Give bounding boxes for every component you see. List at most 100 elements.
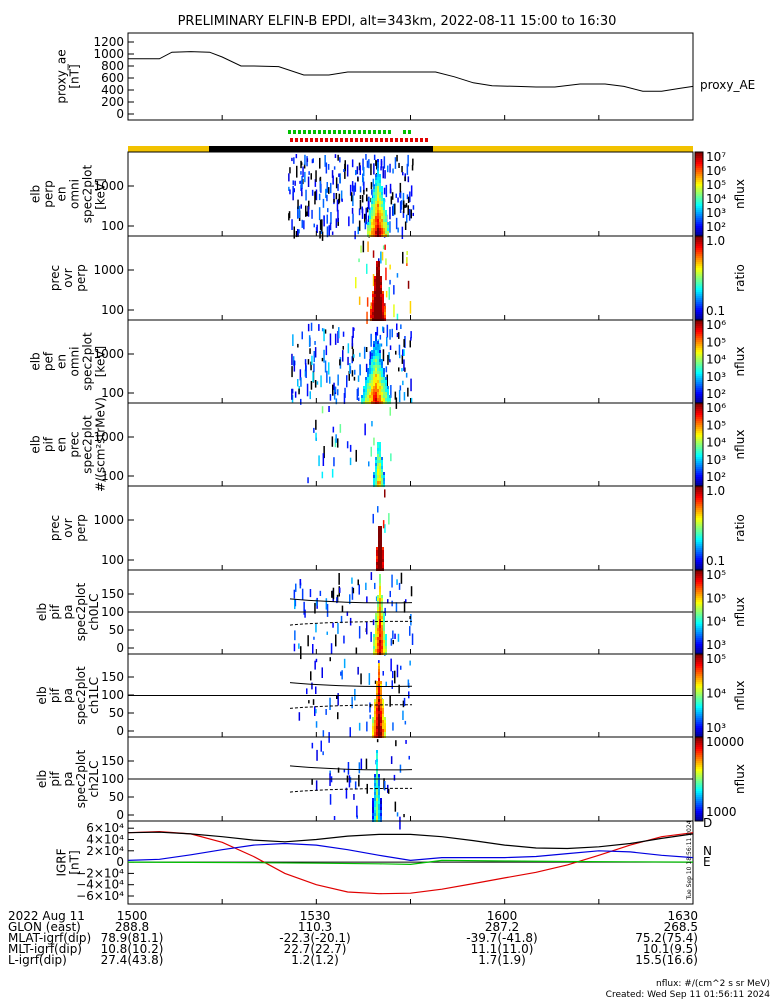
spectrogram-pixel [376,789,378,792]
spectrogram-pixel [298,712,301,721]
spectrogram-pixel [383,207,385,210]
spectrogram-pixel [376,300,378,303]
spectrogram-pixel [311,189,314,196]
spectrogram-pixel [354,688,356,701]
spectrogram-pixel [370,572,373,580]
y-axis-label: elb [35,770,49,788]
colorbar-cell [695,445,703,447]
colorbar-cell [695,604,703,606]
spectrogram-pixel [344,387,346,398]
spectrogram-pixel [376,285,378,288]
colorbar-cell [695,755,703,757]
spectrogram-pixel [380,702,382,705]
spectrogram-pixel [289,167,291,174]
spectrogram-pixel [312,644,314,654]
spectrogram-pixel [380,565,382,568]
spectrogram-pixel [377,198,379,201]
spectrogram-pixel [384,306,386,309]
spectrogram-pixel [365,383,367,386]
spectrogram-pixel [342,350,344,362]
spectrogram-pixel [386,336,388,347]
colorbar-cell [695,728,703,730]
spectrogram-pixel [384,303,386,307]
spectrogram-pixel [378,535,380,538]
colorbar-cell [695,180,703,182]
spectrogram-pixel [326,370,328,383]
y-axis-label: proxy_ae [55,49,69,103]
colorbar-cell [695,214,703,216]
y-axis-label: elb [35,686,49,704]
y-tick-label: 100 [101,469,124,483]
spectrogram-pixel [387,398,389,401]
spectrogram-pixel [381,631,383,634]
spectrogram-pixel [315,419,317,430]
spectrogram-pixel [366,596,368,603]
colorbar-cell [695,268,703,270]
colorbar-cell [695,326,703,328]
spectrogram-pixel [351,207,354,214]
spectrogram-pixel [400,572,403,584]
spectrogram-pixel [365,582,367,590]
spectrogram-pixel [377,454,379,457]
colorbar-cell [695,467,703,469]
spectrogram-pixel [336,199,339,212]
y-tick-label: −6×10⁴ [76,889,124,903]
spectrogram-pixel [390,638,393,646]
spectrogram-pixel [385,231,387,234]
igrf-legend-E: E [703,855,711,869]
spectrogram-pixel [373,228,375,231]
spectrogram-pixel [403,200,405,214]
spectrogram-pixel [387,354,389,365]
spectrogram-pixel [329,333,332,346]
spectrogram-pixel [399,192,401,198]
colorbar-cell [695,708,703,710]
spectrogram-pixel [343,635,345,644]
spectrogram-pixel [375,174,377,177]
colorbar-cell [695,358,703,360]
colorbar-cell [695,352,703,354]
spectrogram-pixel [383,634,385,637]
spectrogram-pixel [328,406,330,412]
spectrogram-pixel [375,219,377,222]
spectrogram-pixel [331,436,334,447]
spectrogram-pixel [392,168,394,174]
spectrogram-pixel [356,166,359,175]
spectrogram-pixel [374,279,376,282]
spectrogram-pixel [306,211,308,217]
spectrogram-pixel [381,607,383,610]
spectrogram-pixel [383,156,386,169]
spectrogram-pixel [383,187,386,195]
spectrogram-en-omni [291,322,413,409]
spectrogram-pixel [300,204,302,209]
y-axis-label: perp [74,264,88,292]
spectrogram-pixel [343,169,345,172]
spectrogram-pixel [376,681,378,684]
spectrogram-pixel [377,463,379,466]
spectrogram-pixel [378,291,380,294]
colorbar-tick-label: 10⁵ [706,418,726,432]
spectrogram-pixel [376,684,378,687]
spectrogram-pixel [382,723,384,726]
colorbar-cell [695,372,703,374]
spectrogram-pixel [373,437,375,446]
spectrogram-pixel [306,688,308,695]
colorbar-cell [695,775,703,777]
spectrogram-pixel [376,306,378,309]
spectrogram-pixel [389,395,391,398]
quality-mark-green [358,130,361,134]
spectrogram-pixel [358,722,361,731]
colorbar-cell [695,415,703,417]
colorbar-cell [695,520,703,522]
spectrogram-pixel [351,696,353,709]
spectrogram-pixel [377,350,379,353]
spectrogram-pixel [385,681,387,687]
spectrogram-pixel [398,684,400,694]
y-tick-label: 100 [101,605,124,619]
spectrogram-pixel [381,619,383,622]
spectrogram-pixel [376,687,378,690]
spectrogram-pixel [372,300,374,303]
anti-loss-cone-line [289,620,413,626]
spectrogram-pixel [307,635,309,647]
colorbar-tick-label: 1000 [706,805,737,819]
spectrogram-pixel [402,251,404,264]
